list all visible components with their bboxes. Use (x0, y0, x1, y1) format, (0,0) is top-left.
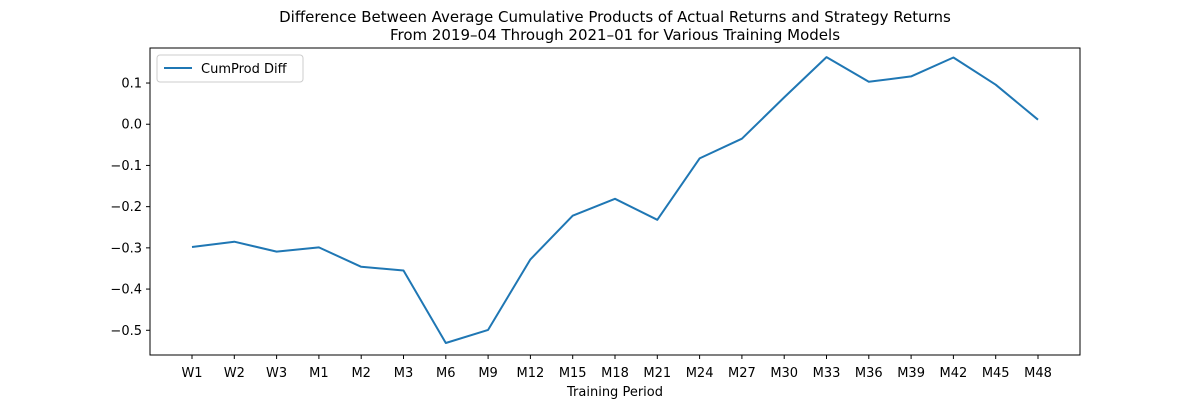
x-tick-label: W3 (266, 366, 287, 381)
y-tick-label: 0.0 (121, 118, 142, 133)
y-tick-label: −0.4 (110, 283, 142, 298)
x-tick-label: M15 (559, 366, 587, 381)
y-axis-ticks: −0.5 −0.4 −0.3 −0.2 −0.1 0.0 0.1 (110, 77, 150, 339)
x-tick-label: M42 (940, 366, 968, 381)
x-tick-label: M18 (601, 366, 629, 381)
x-tick-label: M39 (897, 366, 925, 381)
x-tick-label: M48 (1024, 366, 1052, 381)
x-tick-label: M24 (686, 366, 714, 381)
x-tick-label: M1 (309, 366, 329, 381)
x-tick-label: M12 (517, 366, 545, 381)
x-tick-label: M3 (394, 366, 414, 381)
y-tick-label: −0.2 (110, 200, 142, 215)
x-tick-label: M9 (478, 366, 498, 381)
y-tick-label: −0.5 (110, 324, 142, 339)
x-tick-label: W1 (181, 366, 202, 381)
x-axis-ticks: W1 W2 W3 M1 M2 M3 M6 M9 M12 M15 M18 M21 M24 M27 M30 M33… (181, 355, 1051, 381)
plot-frame (150, 48, 1080, 355)
x-tick-label: M6 (436, 366, 456, 381)
y-tick-label: −0.3 (110, 241, 142, 256)
chart-subtitle: From 2019–04 Through 2021–01 for Various… (390, 26, 840, 44)
x-tick-label: M33 (813, 366, 841, 381)
x-tick-label: M45 (982, 366, 1010, 381)
legend: CumProd Diff (157, 55, 303, 82)
x-tick-label: M30 (770, 366, 798, 381)
x-tick-label: M2 (351, 366, 371, 381)
x-tick-label: M27 (728, 366, 756, 381)
series-layer (192, 57, 1038, 343)
chart-title: Difference Between Average Cumulative Pr… (279, 8, 951, 26)
y-tick-label: 0.1 (121, 77, 142, 92)
x-axis-label: Training Period (566, 385, 663, 400)
series-line (192, 57, 1038, 343)
x-tick-label: W2 (224, 366, 245, 381)
legend-label: CumProd Diff (201, 62, 288, 77)
x-tick-label: M36 (855, 366, 883, 381)
x-tick-label: M21 (643, 366, 671, 381)
y-tick-label: −0.1 (110, 159, 142, 174)
